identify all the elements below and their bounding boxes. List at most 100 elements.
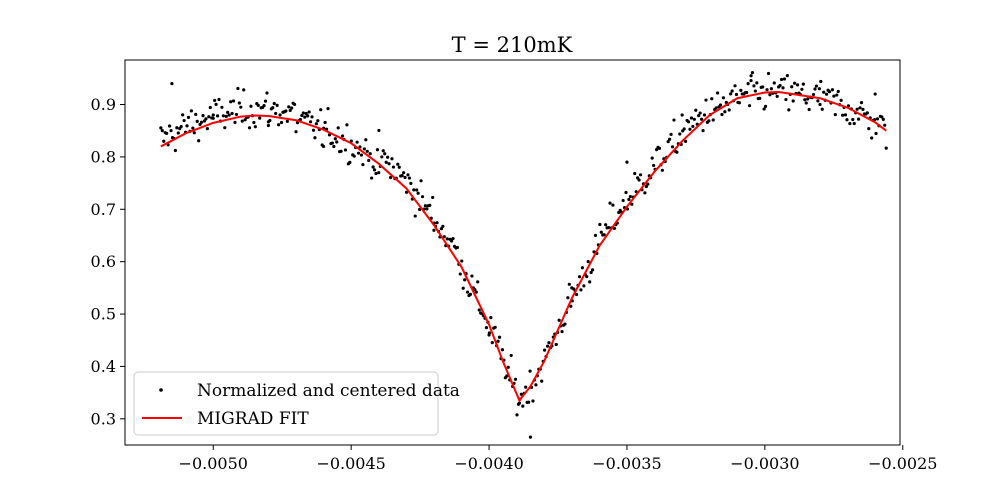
data-point xyxy=(749,78,753,83)
data-point xyxy=(406,173,410,177)
data-point xyxy=(698,111,702,115)
data-point xyxy=(194,112,198,116)
data-point xyxy=(236,86,240,91)
data-point xyxy=(795,83,800,87)
fit-line xyxy=(160,90,887,403)
data-point xyxy=(314,122,318,126)
data-point xyxy=(358,145,362,149)
data-point xyxy=(746,82,750,86)
data-point xyxy=(484,326,489,330)
y-tick-label: 0.9 xyxy=(91,95,116,114)
data-point xyxy=(211,113,215,117)
data-point xyxy=(268,118,272,123)
data-point xyxy=(375,148,380,152)
axes-frame xyxy=(124,59,901,446)
y-tick-label: 0.3 xyxy=(91,409,116,428)
data-point xyxy=(497,335,502,339)
data-point xyxy=(162,139,166,143)
data-point xyxy=(707,119,711,123)
data-point xyxy=(370,176,374,180)
data-point xyxy=(470,274,474,278)
data-point xyxy=(704,98,708,102)
data-point xyxy=(223,126,227,130)
data-point xyxy=(214,102,218,107)
data-point xyxy=(326,106,330,111)
data-point xyxy=(586,260,590,264)
x-tick-label: −0.0040 xyxy=(454,454,523,473)
data-point xyxy=(560,329,564,334)
data-point xyxy=(567,282,571,286)
data-point xyxy=(602,233,606,237)
data-point xyxy=(755,81,759,85)
legend-marker-scatter xyxy=(159,388,163,392)
data-point xyxy=(691,124,695,129)
data-point xyxy=(714,106,718,110)
data-point xyxy=(412,188,416,192)
data-point xyxy=(185,124,189,128)
data-point xyxy=(335,140,339,144)
y-tick-label: 0.5 xyxy=(91,305,116,324)
data-point xyxy=(160,129,164,133)
data-point xyxy=(489,316,493,320)
data-point xyxy=(208,105,212,110)
data-point xyxy=(327,133,332,137)
data-point xyxy=(666,140,670,144)
data-point xyxy=(298,117,302,122)
data-point xyxy=(204,117,208,121)
data-point xyxy=(316,119,320,123)
data-point xyxy=(313,136,317,140)
data-point xyxy=(306,114,310,118)
data-point xyxy=(420,195,425,199)
data-point xyxy=(173,148,177,153)
data-point xyxy=(419,179,423,183)
data-point xyxy=(221,114,225,118)
data-point xyxy=(644,184,648,189)
legend-label-scatter: Normalized and centered data xyxy=(197,381,460,401)
data-point xyxy=(630,202,634,206)
data-point xyxy=(577,275,582,279)
data-point xyxy=(301,111,305,115)
data-point xyxy=(423,204,428,208)
data-point xyxy=(729,92,733,96)
data-point xyxy=(528,435,533,439)
data-point xyxy=(697,114,701,118)
data-point xyxy=(793,81,797,85)
data-point xyxy=(515,413,519,417)
data-point xyxy=(197,139,201,143)
data-point xyxy=(275,103,279,107)
data-point xyxy=(628,194,632,199)
data-point xyxy=(336,126,340,130)
data-point xyxy=(487,333,491,337)
data-point xyxy=(310,115,314,119)
data-point xyxy=(569,304,573,308)
data-point xyxy=(752,84,756,88)
legend-label-fit: MIGRAD FIT xyxy=(197,409,309,429)
data-point xyxy=(851,117,855,122)
data-point xyxy=(247,126,252,130)
data-point xyxy=(873,92,877,96)
data-point xyxy=(176,131,180,135)
data-point xyxy=(761,85,765,89)
data-point xyxy=(832,94,836,98)
data-point xyxy=(229,100,233,104)
data-point xyxy=(352,154,356,158)
data-point xyxy=(758,96,762,100)
data-point xyxy=(856,117,861,121)
legend-box xyxy=(133,371,439,436)
data-point xyxy=(657,146,662,150)
data-point xyxy=(211,116,215,120)
data-point xyxy=(721,96,726,100)
data-point xyxy=(621,198,625,203)
data-point xyxy=(534,383,538,387)
data-point xyxy=(226,110,230,114)
data-point xyxy=(277,123,281,127)
data-point xyxy=(383,152,387,156)
data-point xyxy=(159,126,163,130)
data-point xyxy=(333,137,337,141)
data-point xyxy=(782,77,787,81)
data-point xyxy=(374,171,378,176)
data-point xyxy=(599,230,603,234)
data-point xyxy=(579,288,583,292)
data-point xyxy=(220,105,224,109)
data-point xyxy=(449,239,454,243)
